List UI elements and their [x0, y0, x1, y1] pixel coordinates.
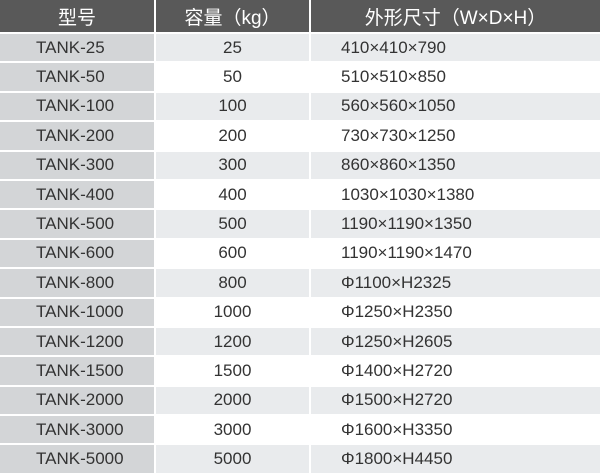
cell-dimensions: 1190×1190×1470 — [310, 237, 600, 269]
cell-capacity: 1200 — [155, 325, 311, 357]
table-row: TANK-400 400 1030×1030×1380 — [0, 178, 600, 210]
cell-dimensions: Φ1250×H2605 — [310, 325, 600, 357]
table-row: TANK-2000 2000 Φ1500×H2720 — [0, 384, 600, 416]
cell-capacity: 25 — [155, 31, 311, 63]
table-row: TANK-800 800 Φ1100×H2325 — [0, 267, 600, 298]
cell-model: TANK-50 — [0, 61, 156, 92]
header-dimensions: 外形尺寸（W×D×H） — [310, 0, 600, 33]
table-row: TANK-100 100 560×560×1050 — [0, 90, 600, 122]
cell-dimensions: Φ1400×H2720 — [310, 355, 600, 386]
cell-capacity: 5000 — [155, 443, 311, 473]
cell-model: TANK-100 — [0, 90, 156, 122]
cell-model: TANK-200 — [0, 120, 156, 151]
cell-capacity: 1000 — [155, 296, 311, 327]
cell-capacity: 50 — [155, 61, 311, 92]
cell-model: TANK-3000 — [0, 414, 156, 445]
cell-dimensions: 410×410×790 — [310, 31, 600, 63]
table-row: TANK-200 200 730×730×1250 — [0, 120, 600, 151]
cell-dimensions: 730×730×1250 — [310, 120, 600, 151]
cell-capacity: 200 — [155, 120, 311, 151]
cell-model: TANK-600 — [0, 237, 156, 269]
cell-dimensions: 1030×1030×1380 — [310, 178, 600, 210]
cell-dimensions: Φ1250×H2350 — [310, 296, 600, 327]
cell-capacity: 600 — [155, 237, 311, 269]
cell-capacity: 500 — [155, 208, 311, 239]
table-row: TANK-500 500 1190×1190×1350 — [0, 208, 600, 239]
cell-model: TANK-400 — [0, 178, 156, 210]
table-row: TANK-3000 3000 Φ1600×H3350 — [0, 414, 600, 445]
cell-dimensions: 560×560×1050 — [310, 90, 600, 122]
cell-capacity: 1500 — [155, 355, 311, 386]
cell-model: TANK-5000 — [0, 443, 156, 473]
cell-dimensions: Φ1500×H2720 — [310, 384, 600, 416]
cell-capacity: 3000 — [155, 414, 311, 445]
cell-dimensions: Φ1600×H3350 — [310, 414, 600, 445]
cell-model: TANK-1500 — [0, 355, 156, 386]
header-row: 型号 容量（kg） 外形尺寸（W×D×H） — [0, 0, 600, 33]
header-capacity: 容量（kg） — [155, 0, 311, 33]
cell-capacity: 800 — [155, 267, 311, 298]
table-row: TANK-1000 1000 Φ1250×H2350 — [0, 296, 600, 327]
cell-capacity: 2000 — [155, 384, 311, 416]
cell-capacity: 100 — [155, 90, 311, 122]
cell-model: TANK-1200 — [0, 325, 156, 357]
cell-dimensions: Φ1800×H4450 — [310, 443, 600, 473]
header-model: 型号 — [0, 0, 156, 33]
cell-capacity: 300 — [155, 149, 311, 180]
cell-dimensions: Φ1100×H2325 — [310, 267, 600, 298]
cell-dimensions: 510×510×850 — [310, 61, 600, 92]
table-row: TANK-600 600 1190×1190×1470 — [0, 237, 600, 269]
table-row: TANK-1200 1200 Φ1250×H2605 — [0, 325, 600, 357]
cell-model: TANK-2000 — [0, 384, 156, 416]
table-row: TANK-1500 1500 Φ1400×H2720 — [0, 355, 600, 386]
table-row: TANK-5000 5000 Φ1800×H4450 — [0, 443, 600, 473]
cell-model: TANK-300 — [0, 149, 156, 180]
cell-capacity: 400 — [155, 178, 311, 210]
cell-dimensions: 860×860×1350 — [310, 149, 600, 180]
table-row: TANK-25 25 410×410×790 — [0, 31, 600, 63]
table-row: TANK-300 300 860×860×1350 — [0, 149, 600, 180]
cell-model: TANK-1000 — [0, 296, 156, 327]
cell-model: TANK-25 — [0, 31, 156, 63]
cell-model: TANK-800 — [0, 267, 156, 298]
cell-model: TANK-500 — [0, 208, 156, 239]
table-row: TANK-50 50 510×510×850 — [0, 61, 600, 92]
cell-dimensions: 1190×1190×1350 — [310, 208, 600, 239]
